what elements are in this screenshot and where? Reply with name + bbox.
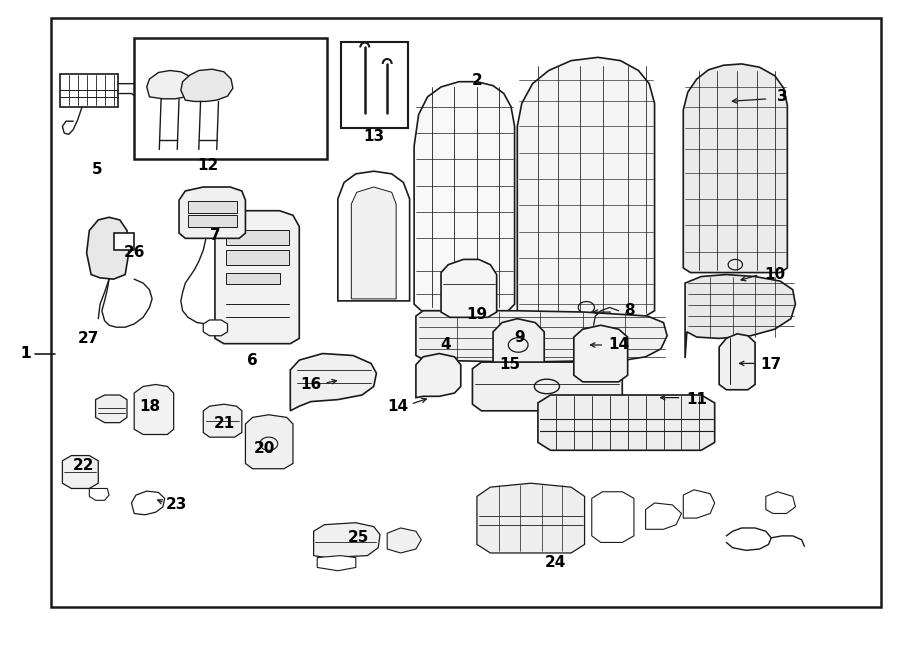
Text: 27: 27 [77, 331, 99, 346]
Polygon shape [59, 74, 118, 106]
Text: 3: 3 [777, 89, 788, 104]
Text: 15: 15 [500, 357, 521, 372]
Polygon shape [131, 491, 165, 515]
Text: 14: 14 [608, 338, 629, 352]
Text: 4: 4 [440, 338, 451, 352]
Text: 1: 1 [21, 346, 31, 361]
Polygon shape [416, 354, 461, 398]
Bar [188, 215, 238, 227]
Bar [226, 251, 289, 264]
Polygon shape [134, 385, 174, 434]
Polygon shape [414, 82, 515, 311]
Text: 13: 13 [364, 129, 384, 144]
Polygon shape [518, 58, 654, 316]
Text: 14: 14 [387, 399, 409, 414]
Text: 8: 8 [624, 303, 634, 318]
Bar [226, 272, 280, 284]
Polygon shape [472, 362, 622, 410]
Text: 23: 23 [166, 498, 187, 512]
Polygon shape [179, 187, 246, 239]
Polygon shape [416, 311, 667, 362]
Text: 20: 20 [254, 442, 275, 457]
Polygon shape [147, 71, 194, 98]
Text: 17: 17 [760, 357, 782, 372]
Polygon shape [538, 395, 715, 450]
Polygon shape [317, 556, 356, 570]
Polygon shape [313, 523, 380, 558]
Polygon shape [181, 69, 233, 101]
Text: 7: 7 [210, 227, 220, 243]
Text: 22: 22 [73, 458, 94, 473]
Text: 16: 16 [301, 377, 321, 392]
Polygon shape [685, 274, 796, 358]
Text: 9: 9 [515, 330, 526, 344]
Bar [226, 231, 289, 245]
Polygon shape [719, 334, 755, 390]
Polygon shape [683, 490, 715, 518]
Text: 26: 26 [123, 245, 145, 260]
Polygon shape [203, 405, 242, 437]
Polygon shape [645, 503, 681, 529]
Polygon shape [477, 483, 585, 553]
Polygon shape [683, 64, 788, 272]
Bar [340, 42, 408, 128]
Polygon shape [113, 233, 134, 251]
Polygon shape [215, 211, 300, 344]
Polygon shape [62, 455, 98, 488]
Text: 19: 19 [466, 307, 488, 321]
Polygon shape [441, 259, 497, 317]
Text: 1: 1 [21, 346, 31, 361]
Text: 10: 10 [764, 267, 786, 282]
Text: 6: 6 [248, 352, 258, 368]
Polygon shape [338, 171, 410, 301]
Polygon shape [86, 217, 129, 279]
Text: 24: 24 [545, 555, 567, 570]
Polygon shape [95, 395, 127, 422]
Polygon shape [203, 320, 228, 336]
Polygon shape [493, 319, 544, 370]
Bar [50, 18, 881, 607]
Text: 18: 18 [139, 399, 160, 414]
Text: 21: 21 [213, 416, 235, 432]
Polygon shape [592, 492, 634, 543]
Polygon shape [351, 187, 396, 299]
Polygon shape [246, 414, 293, 469]
Bar [188, 202, 238, 214]
Polygon shape [89, 488, 109, 500]
Bar [134, 38, 327, 159]
Text: 2: 2 [472, 73, 482, 88]
Polygon shape [387, 528, 421, 553]
Text: 12: 12 [197, 159, 219, 173]
Polygon shape [291, 354, 376, 410]
Polygon shape [766, 492, 796, 514]
Polygon shape [574, 325, 627, 382]
Text: 11: 11 [686, 392, 707, 407]
Text: 5: 5 [92, 162, 103, 176]
Text: 25: 25 [347, 530, 369, 545]
